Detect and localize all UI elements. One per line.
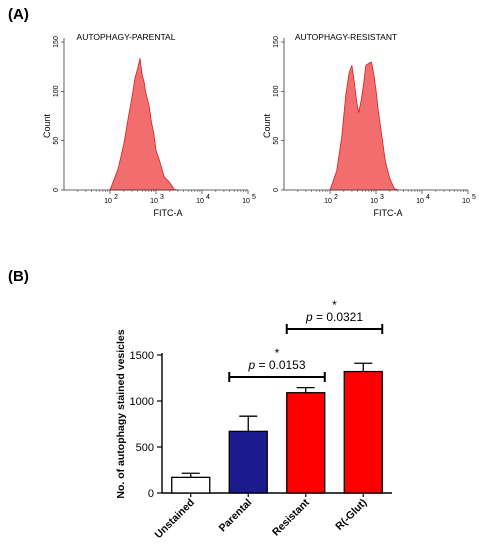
- p-value-label: p = 0.0153: [247, 358, 305, 372]
- bar-chart-group: 0 500 1000 1500 Unstained Parental Resistant R(…: [115, 298, 392, 541]
- x-tick-label: Parental: [217, 497, 255, 535]
- bar-unstained: [172, 477, 210, 493]
- bar-rglut: [344, 372, 382, 493]
- x-tick-label: Resistant: [270, 496, 312, 538]
- y-tick-label: 1500: [130, 350, 154, 362]
- y-tick-label: 500: [136, 442, 154, 454]
- p-value: = 0.0153: [255, 358, 306, 372]
- y-axis-label: No. of autophagy stained vesicles: [115, 329, 127, 498]
- bar-resistant: [287, 393, 325, 493]
- x-tick-label: Unstained: [152, 497, 196, 541]
- y-tick-label: 1000: [130, 396, 154, 408]
- p-value-label: p = 0.0321: [305, 310, 363, 324]
- p-value: = 0.0321: [313, 310, 364, 324]
- y-tick-label: 0: [148, 488, 154, 500]
- bar-parental: [229, 431, 267, 493]
- x-tick-label: R(-Glut): [333, 497, 369, 533]
